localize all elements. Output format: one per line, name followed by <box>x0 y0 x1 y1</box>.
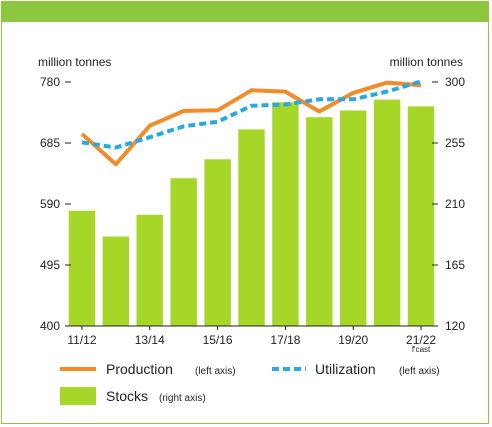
x-tick-label: 15/16 <box>203 333 233 347</box>
chart-lines <box>80 79 422 167</box>
left-tick-label: 780 <box>40 75 60 89</box>
legend-utilization-note: (left axis) <box>399 366 440 377</box>
legend: Production (left axis) Utilization (left… <box>60 361 440 405</box>
x-tick-label: 19/20 <box>338 333 368 347</box>
right-tick-label: 165 <box>445 258 465 272</box>
stocks-bar <box>102 236 129 326</box>
stocks-bar <box>340 110 367 326</box>
x-tick-label: 11/12 <box>67 333 96 347</box>
stocks-bar <box>272 102 299 326</box>
stocks-bar <box>238 129 265 326</box>
legend-stocks-label: Stocks <box>106 388 148 404</box>
forecast-note: f'cast <box>412 345 431 354</box>
right-tick-label: 255 <box>445 136 465 150</box>
legend-utilization-label: Utilization <box>315 361 376 377</box>
left-tick-label: 400 <box>40 319 60 333</box>
stocks-bar <box>306 117 333 326</box>
right-axis-label: million tonnes <box>390 55 463 69</box>
chart-axes: 400 495 590 685 780 120 165 210 255 300 11/12 13/14… <box>40 75 465 354</box>
legend-production-note: (left axis) <box>195 366 236 377</box>
stocks-bar <box>170 178 197 326</box>
stocks-bar <box>136 214 163 326</box>
production-line <box>80 80 422 167</box>
x-tick-label: 17/18 <box>270 333 300 347</box>
right-tick-label: 210 <box>445 197 465 211</box>
left-tick-label: 495 <box>40 258 60 272</box>
stocks-bars <box>68 99 435 327</box>
utilization-line <box>81 79 422 150</box>
right-tick-label: 120 <box>445 319 465 333</box>
left-tick-label: 590 <box>40 197 60 211</box>
legend-production-label: Production <box>106 361 173 377</box>
left-axis-label: million tonnes <box>38 55 111 69</box>
x-tick-label: 21/22 <box>406 333 436 347</box>
legend-stocks-note: (right axis) <box>159 393 206 404</box>
stocks-bar <box>204 159 231 326</box>
left-tick-label: 685 <box>40 136 60 150</box>
stocks-bar <box>68 210 96 326</box>
stocks-bar <box>407 106 435 327</box>
right-tick-label: 300 <box>445 75 465 89</box>
top-banner <box>2 2 488 22</box>
stocks-bar <box>373 99 401 326</box>
x-tick-label: 13/14 <box>135 333 165 347</box>
legend-stocks-swatch <box>60 387 96 405</box>
